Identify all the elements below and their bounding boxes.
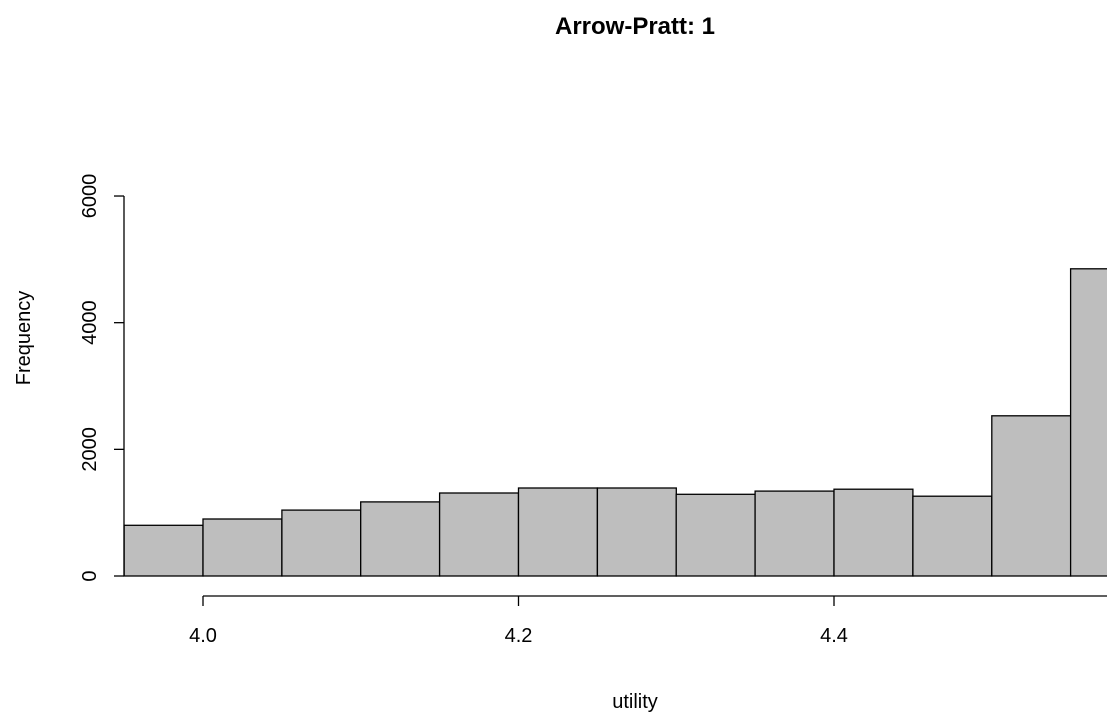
histogram-bar-5 — [517, 487, 599, 577]
bars-group — [123, 268, 1107, 577]
histogram-bar-2 — [281, 509, 362, 577]
y-tick-label: 4000 — [79, 300, 101, 345]
x-axis: 4.04.24.44.64.85.0 — [189, 595, 1107, 647]
y-tick-label: 6000 — [79, 174, 101, 219]
histogram-bar-4 — [438, 492, 520, 577]
x-tick-label: 4.0 — [189, 625, 217, 647]
histogram-bar-10 — [912, 495, 993, 577]
y-tick-label: 0 — [79, 570, 101, 581]
y-axis: 0 2000 4000 6000 — [79, 174, 125, 582]
chart-title: Arrow-Pratt: 1 — [555, 13, 715, 40]
histogram-bar-7 — [675, 493, 756, 577]
histogram-bar-3 — [360, 501, 441, 577]
histogram-bar-9 — [833, 488, 914, 577]
x-tick-label: 4.2 — [505, 625, 533, 647]
y-tick-label: 2000 — [79, 427, 101, 472]
x-axis-label: utility — [612, 691, 658, 713]
histogram-bar-11 — [991, 415, 1072, 577]
histogram-bar-12 — [1069, 268, 1107, 577]
histogram-bar-1 — [202, 518, 283, 577]
histogram-bar-6 — [596, 487, 677, 577]
histogram-bar-0 — [123, 524, 204, 577]
x-tick-label: 4.4 — [820, 625, 848, 647]
histogram-bar-8 — [754, 490, 835, 577]
y-axis-label: Frequency — [13, 291, 35, 386]
